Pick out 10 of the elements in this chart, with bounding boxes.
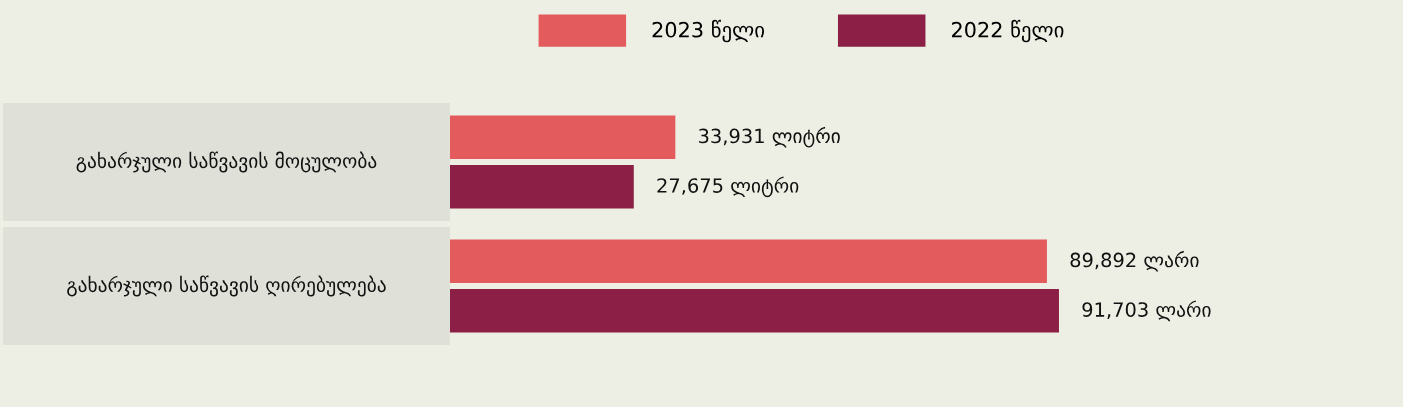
data-label: 89,892 ლარი [1070,250,1199,272]
bar [450,165,634,209]
legend-label: 2022 წელი [951,19,1064,43]
data-label: 27,675 ლიტრი [657,176,799,198]
y-tick-label: გახარჯული საწვავის ღირებულება [67,275,386,297]
data-label: 33,931 ლიტრი [699,126,840,148]
bar [450,115,676,159]
y-tick-label: გახარჯული საწვავის მოცულობა [76,151,377,173]
data-label: 91,703 ლარი [1082,300,1211,322]
legend-label: 2023 წელი [652,19,765,43]
